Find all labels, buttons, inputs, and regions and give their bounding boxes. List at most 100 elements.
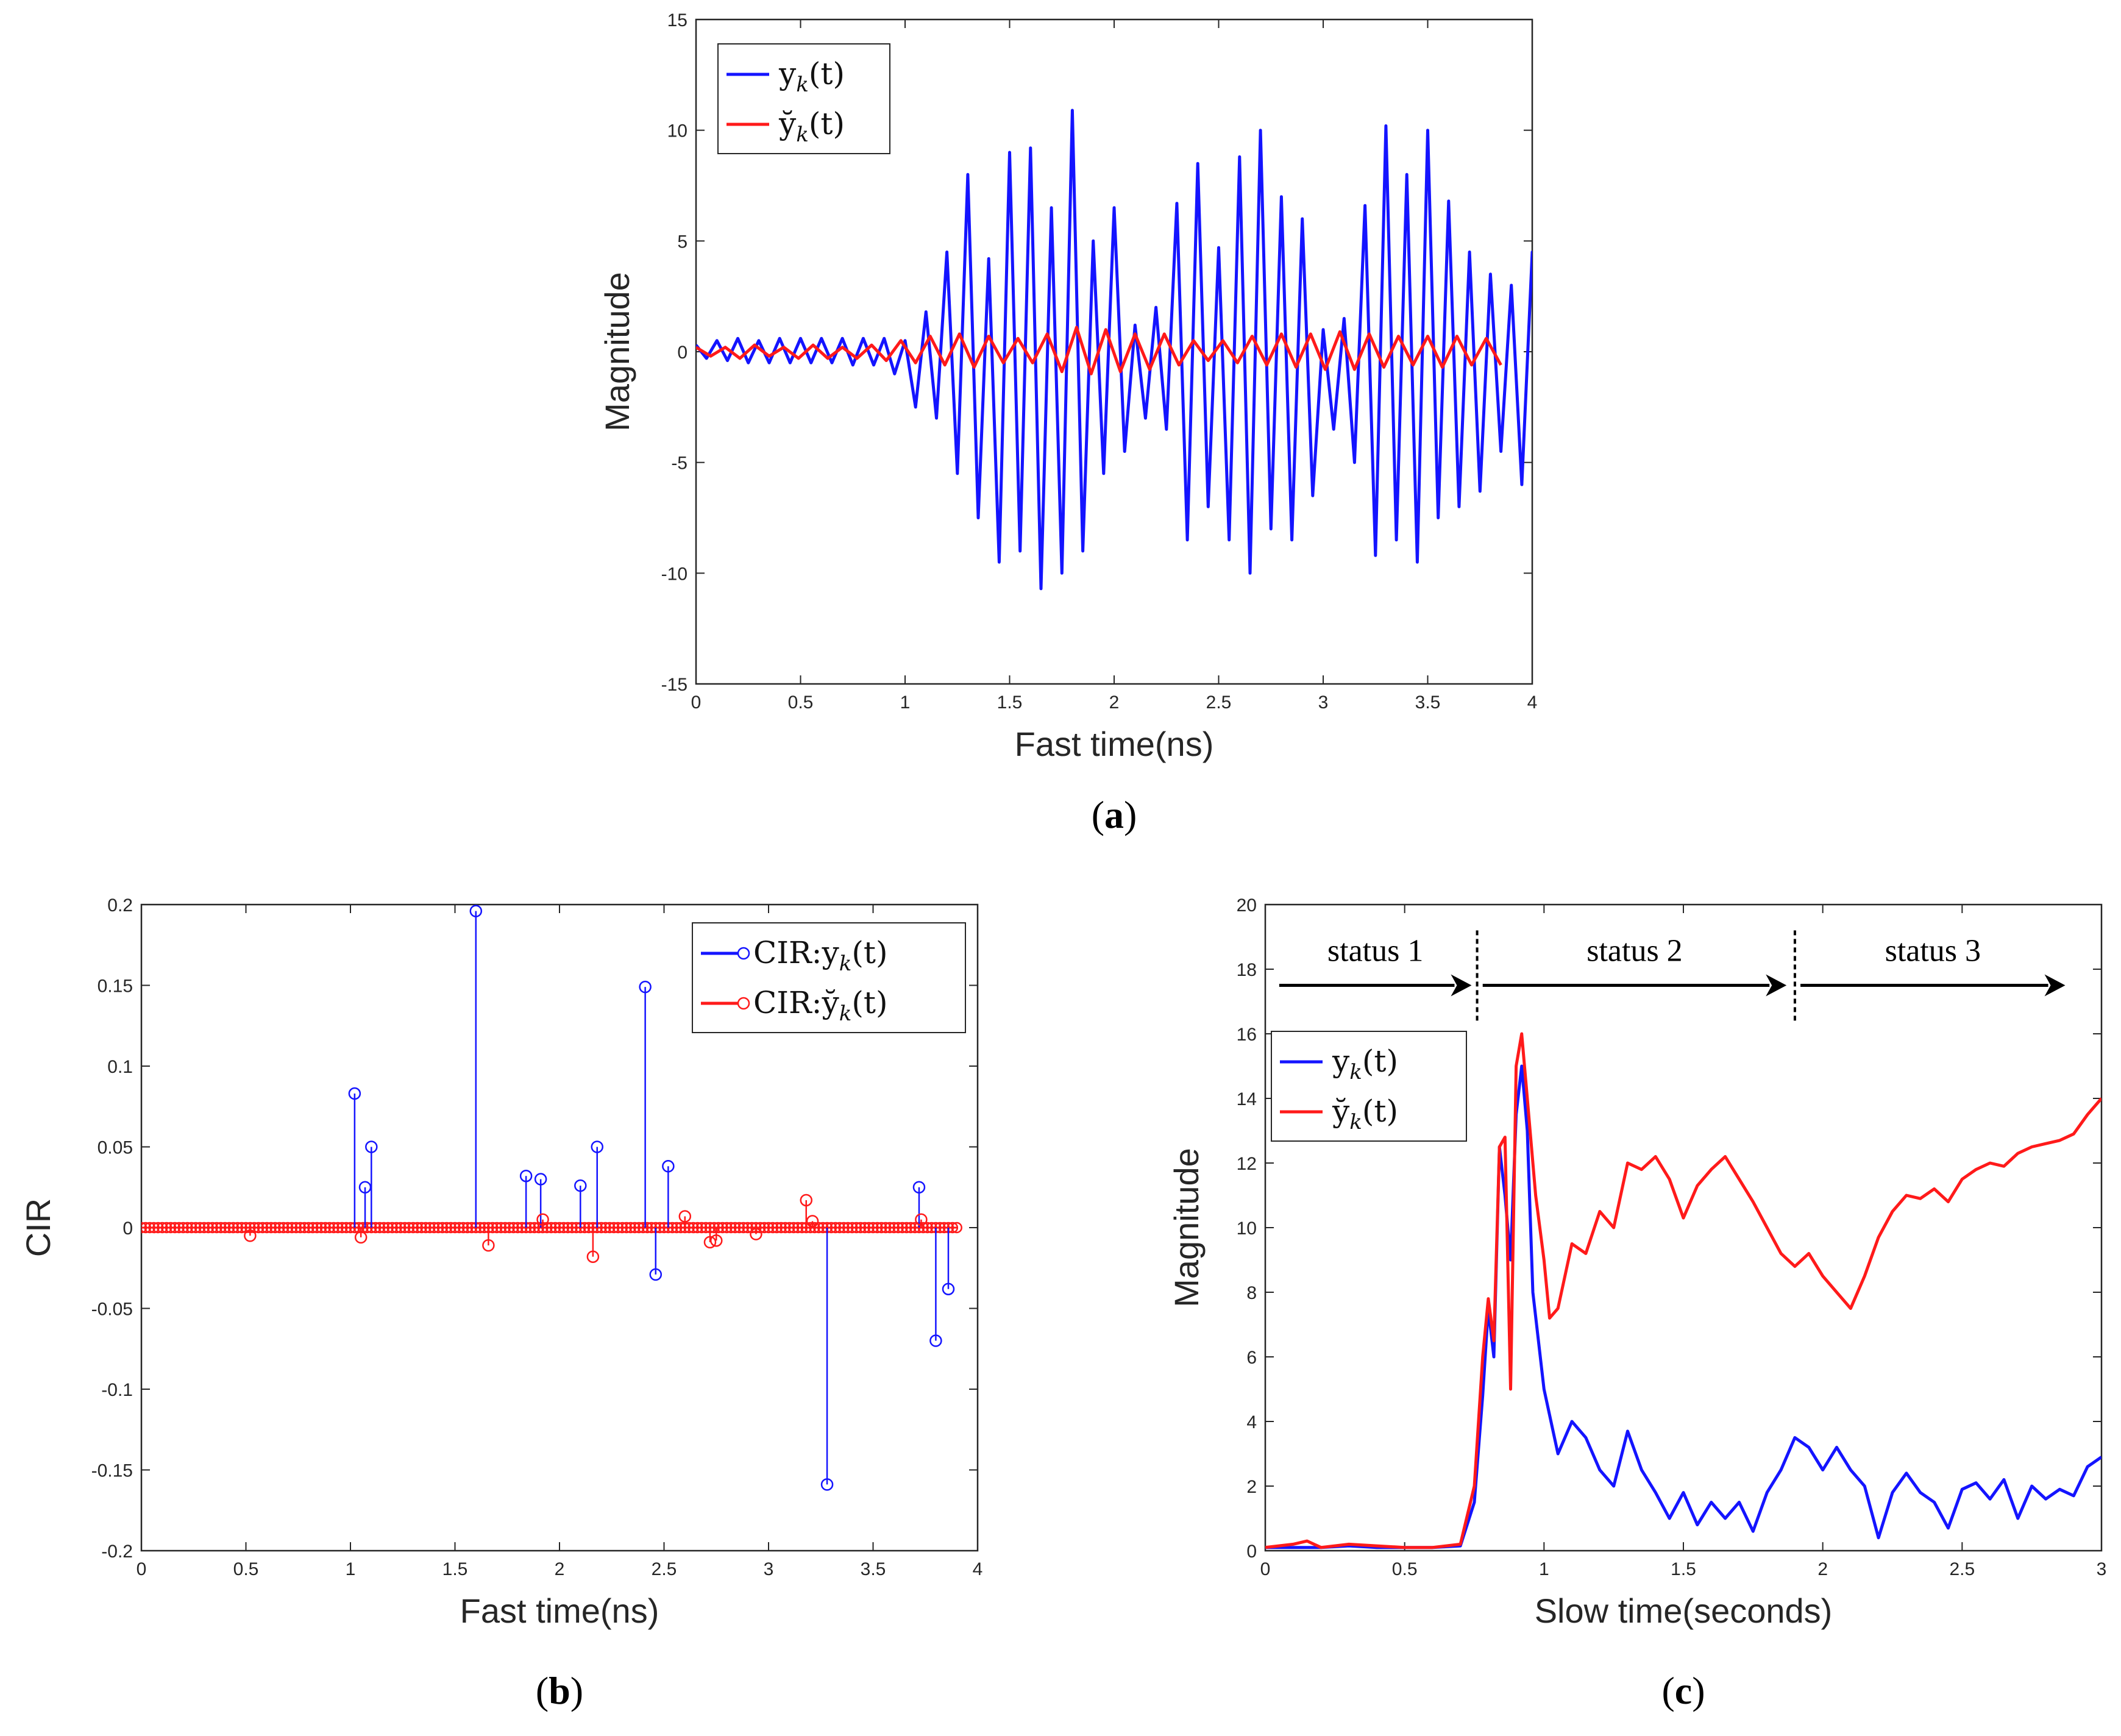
y-axis-label: Magnitude bbox=[598, 272, 636, 432]
stem-zero-marker bbox=[922, 1222, 933, 1234]
stem-zero-marker bbox=[182, 1222, 193, 1234]
stem-zero-marker bbox=[432, 1222, 444, 1234]
x-tick-label: 0 bbox=[137, 1559, 147, 1579]
stem-zero-marker bbox=[457, 1222, 469, 1234]
stem-zero-marker bbox=[721, 1222, 733, 1234]
legend-entry: yk(t) bbox=[778, 56, 845, 97]
x-tick-label: 2.5 bbox=[1206, 692, 1232, 713]
stem-zero-marker bbox=[737, 1222, 750, 1234]
stem-zero-marker bbox=[332, 1222, 344, 1234]
series-line-y-breve bbox=[1265, 1032, 2101, 1549]
stem-marker bbox=[365, 1140, 378, 1153]
stem-zero-marker bbox=[215, 1222, 227, 1234]
y-axis-label: CIR bbox=[19, 1198, 57, 1257]
stem-marker bbox=[820, 1478, 834, 1491]
stem-zero-marker bbox=[186, 1222, 197, 1234]
y-tick-label: 0.15 bbox=[98, 976, 133, 997]
stem-marker bbox=[806, 1215, 819, 1228]
stem-zero-marker bbox=[420, 1222, 432, 1234]
stem-zero-marker bbox=[767, 1222, 779, 1234]
legend-entry: y̆k(t) bbox=[778, 106, 845, 147]
stem-zero-marker bbox=[892, 1222, 904, 1234]
x-tick-label: 3 bbox=[2097, 1559, 2107, 1579]
stem-zero-marker bbox=[859, 1222, 871, 1234]
y-tick-label: 0.05 bbox=[98, 1138, 133, 1158]
data-layer bbox=[141, 905, 962, 1491]
x-tick-label: 3.5 bbox=[1415, 692, 1441, 713]
stem-zero-marker bbox=[299, 1222, 310, 1234]
stem-zero-marker bbox=[265, 1222, 277, 1234]
y-tick-label: -0.05 bbox=[91, 1300, 133, 1320]
stem-zero-marker bbox=[319, 1222, 332, 1234]
stem-zero-marker bbox=[762, 1222, 775, 1234]
stem-zero-marker bbox=[850, 1222, 862, 1234]
x-tick-label: 1 bbox=[1539, 1559, 1549, 1579]
stem-zero-marker bbox=[177, 1222, 189, 1234]
stem-zero-marker bbox=[846, 1222, 858, 1234]
status-label: status 1 bbox=[1327, 934, 1423, 969]
stem-zero-marker bbox=[491, 1222, 503, 1234]
stem-zero-marker bbox=[152, 1222, 164, 1234]
stem-zero-marker bbox=[549, 1222, 561, 1234]
legend-box bbox=[1271, 1031, 1467, 1142]
stem-zero-marker bbox=[629, 1222, 641, 1234]
y-axis-label: Magnitude bbox=[1167, 1148, 1206, 1307]
legend: CIR:yk(t) CIR:y̆k(t) bbox=[692, 922, 966, 1033]
x-tick-label: 3 bbox=[764, 1559, 774, 1579]
stem-zero-marker bbox=[382, 1222, 394, 1234]
stem-marker bbox=[469, 905, 483, 917]
y-tick-label: 12 bbox=[1237, 1154, 1257, 1174]
data-layer bbox=[1265, 1032, 2101, 1549]
x-tick-label: 0.5 bbox=[788, 692, 814, 713]
stem-zero-marker bbox=[274, 1222, 285, 1234]
stem-zero-marker bbox=[411, 1222, 424, 1234]
stem-zero-marker bbox=[600, 1222, 611, 1234]
stem-marker bbox=[678, 1210, 692, 1223]
stem-zero-marker bbox=[809, 1222, 820, 1234]
x-tick-label: 2 bbox=[1109, 692, 1120, 713]
stem-zero-marker bbox=[173, 1222, 185, 1234]
stem-zero-marker bbox=[386, 1222, 398, 1234]
status-label: status 3 bbox=[1885, 934, 1981, 969]
stem-zero-marker bbox=[449, 1222, 461, 1234]
stem-zero-marker bbox=[742, 1222, 753, 1234]
data-layer bbox=[696, 108, 1532, 591]
stem-zero-marker bbox=[391, 1222, 402, 1234]
stem-zero-marker bbox=[294, 1222, 306, 1234]
stem-zero-marker bbox=[553, 1222, 566, 1234]
stem-zero-marker bbox=[286, 1222, 298, 1234]
legend-entry: CIR:yk(t) bbox=[753, 935, 887, 976]
x-tick-label: 1.5 bbox=[1671, 1559, 1696, 1579]
stem-zero-marker bbox=[625, 1222, 636, 1234]
stem-zero-marker bbox=[207, 1222, 218, 1234]
plot-frame bbox=[1264, 903, 2103, 1552]
y-tick-label: 0.1 bbox=[107, 1057, 133, 1077]
stem-zero-marker bbox=[854, 1222, 867, 1234]
stem-zero-marker bbox=[901, 1222, 912, 1234]
stem-zero-marker bbox=[223, 1222, 235, 1234]
y-tick-label: 18 bbox=[1237, 960, 1257, 980]
legend-box bbox=[692, 922, 966, 1033]
stem-zero-marker bbox=[775, 1222, 787, 1234]
x-tick-label: 4 bbox=[973, 1559, 983, 1579]
legend-box bbox=[717, 43, 890, 154]
y-tick-label: 0 bbox=[123, 1218, 133, 1239]
stem-zero-marker bbox=[453, 1222, 465, 1234]
y-tick-label: -0.1 bbox=[101, 1380, 133, 1400]
stem-zero-marker bbox=[558, 1222, 570, 1234]
stem-zero-marker bbox=[219, 1222, 231, 1234]
stem-zero-marker bbox=[784, 1222, 795, 1234]
x-tick-label: 3 bbox=[1318, 692, 1329, 713]
stem-marker bbox=[710, 1234, 723, 1247]
stem-zero-marker bbox=[842, 1222, 854, 1234]
stem-marker bbox=[244, 1229, 257, 1242]
y-tick-label: 5 bbox=[677, 232, 687, 252]
series-line-y-breve bbox=[696, 326, 1502, 375]
legend-entry: yk(t) bbox=[1332, 1044, 1398, 1084]
stem-marker bbox=[586, 1250, 600, 1263]
stem-zero-marker bbox=[165, 1222, 177, 1234]
stem-zero-marker bbox=[608, 1222, 620, 1234]
stem-zero-marker bbox=[503, 1222, 515, 1234]
stem-zero-marker bbox=[407, 1222, 419, 1234]
stem-zero-marker bbox=[232, 1222, 244, 1234]
